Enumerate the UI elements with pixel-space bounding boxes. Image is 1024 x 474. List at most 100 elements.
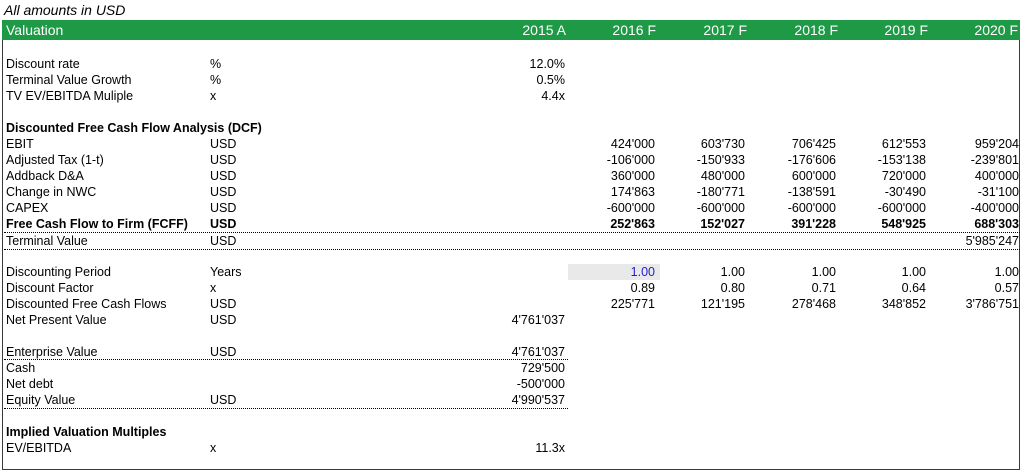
row-label: Addback D&A [6, 169, 84, 183]
row-label: CAPEX [6, 201, 49, 215]
cell[interactable]: 391'228 [791, 217, 836, 231]
row-unit: USD [210, 153, 237, 167]
cell[interactable]: -30'490 [884, 185, 926, 199]
cell[interactable]: 612'553 [881, 137, 926, 151]
row-unit: x [210, 89, 217, 103]
row-label: Free Cash Flow to Firm (FCFF) [6, 217, 188, 231]
cell[interactable]: -150'933 [696, 153, 745, 167]
cell[interactable]: 603'730 [700, 137, 745, 151]
cell[interactable]: -176'606 [787, 153, 836, 167]
col-header-2016[interactable]: 2016 F [612, 22, 656, 38]
row-label: EBIT [6, 137, 34, 151]
valuation-header: Valuation 2015 A 2016 F 2017 F 2018 F 20… [2, 20, 1020, 40]
cell[interactable]: 0.71 [811, 281, 836, 295]
cell[interactable]: 1.00 [811, 265, 836, 279]
section-heading: Implied Valuation Multiples [6, 425, 167, 439]
row-unit: USD [210, 137, 237, 151]
cell[interactable]: 480'000 [700, 169, 745, 183]
row-unit: x [210, 441, 217, 455]
cell[interactable]: 4'990'537 [511, 393, 565, 407]
tv-multiple-cell[interactable]: 4.4x [541, 89, 565, 103]
cell[interactable]: 1.00 [901, 265, 926, 279]
cell[interactable]: -600'000 [606, 201, 655, 215]
col-header-2015[interactable]: 2015 A [522, 22, 566, 38]
col-header-2018[interactable]: 2018 F [794, 22, 838, 38]
cell[interactable]: -31'100 [977, 185, 1019, 199]
cell[interactable]: -106'000 [606, 153, 655, 167]
terminal-value-row: Terminal Value USD 5'985'247 [0, 233, 1024, 249]
cell[interactable]: 174'863 [610, 185, 655, 199]
cell[interactable]: 0.57 [994, 281, 1019, 295]
cell[interactable]: 152'027 [700, 217, 745, 231]
cell[interactable]: -138'591 [787, 185, 836, 199]
cell[interactable]: -153'138 [877, 153, 926, 167]
cell[interactable]: 729'500 [520, 361, 565, 375]
terminal-value-cell[interactable]: 5'985'247 [965, 234, 1019, 248]
cell[interactable]: -180'771 [696, 185, 745, 199]
row-unit: USD [210, 313, 237, 327]
cell[interactable]: -600'000 [696, 201, 745, 215]
row-label: Terminal Value [6, 234, 88, 248]
cell[interactable]: 548'925 [881, 217, 926, 231]
cell[interactable]: -500'000 [516, 377, 565, 391]
row-label: Terminal Value Growth [6, 73, 132, 87]
row-label: Discount Factor [6, 281, 94, 295]
cell[interactable]: 720'000 [881, 169, 926, 183]
row-label: Change in NWC [6, 185, 97, 199]
table-row: Adjusted Tax (1-t) USD -106'000 -150'933… [0, 152, 1024, 168]
row-unit: USD [210, 185, 237, 199]
cell[interactable]: 0.89 [630, 281, 655, 295]
row-label: EV/EBITDA [6, 441, 72, 455]
table-row: Change in NWC USD 174'863 -180'771 -138'… [0, 184, 1024, 200]
cell[interactable]: 400'000 [974, 169, 1019, 183]
cell[interactable]: 0.64 [901, 281, 926, 295]
cell[interactable]: 252'863 [610, 217, 655, 231]
cell[interactable]: 3'786'751 [965, 297, 1019, 311]
cell[interactable]: 348'852 [881, 297, 926, 311]
row-unit: USD [210, 217, 237, 231]
divider [4, 249, 1020, 250]
cell[interactable]: 959'204 [974, 137, 1019, 151]
sheet-title: Valuation [6, 22, 64, 38]
row-label: Enterprise Value [6, 345, 98, 359]
cell[interactable]: 360'000 [610, 169, 655, 183]
fcff-row: Free Cash Flow to Firm (FCFF) USD 252'86… [0, 216, 1024, 232]
ev-ebitda-cell[interactable]: 11.3x [535, 441, 565, 455]
col-header-2019[interactable]: 2019 F [884, 22, 928, 38]
cell[interactable]: 121'195 [700, 297, 745, 311]
divider [4, 359, 568, 360]
col-header-2020[interactable]: 2020 F [974, 22, 1018, 38]
currency-note: All amounts in USD [4, 2, 126, 18]
cell[interactable]: 0.80 [720, 281, 745, 295]
row-unit: Years [210, 265, 242, 279]
row-unit: USD [210, 234, 237, 248]
row-label: Net Present Value [6, 313, 107, 327]
npv-cell[interactable]: 4'761'037 [511, 313, 565, 327]
cell[interactable]: 1.00 [720, 265, 745, 279]
table-row: Discount Factor x 0.89 0.80 0.71 0.64 0.… [0, 280, 1024, 296]
cell[interactable]: 4'761'037 [511, 345, 565, 359]
cell[interactable]: -400'000 [970, 201, 1019, 215]
cell[interactable]: 225'771 [610, 297, 655, 311]
section-heading: Discounted Free Cash Flow Analysis (DCF) [6, 121, 262, 135]
terminal-growth-cell[interactable]: 0.5% [536, 73, 566, 87]
cell[interactable]: 1.00 [994, 265, 1019, 279]
selected-cell[interactable]: 1.00 [630, 265, 655, 279]
cell[interactable]: -600'000 [787, 201, 836, 215]
cell[interactable]: 600'000 [791, 169, 836, 183]
cell[interactable]: 688'303 [974, 217, 1019, 231]
divider [4, 408, 568, 409]
cell[interactable]: 706'425 [791, 137, 836, 151]
row-label: Net debt [6, 377, 54, 391]
row-label: Discounted Free Cash Flows [6, 297, 167, 311]
dcf-heading-row: Discounted Free Cash Flow Analysis (DCF) [0, 120, 1024, 136]
cell[interactable]: 278'468 [791, 297, 836, 311]
cell[interactable]: 424'000 [610, 137, 655, 151]
bridge-row: Equity Value USD 4'990'537 [0, 392, 1024, 408]
selected-cell-highlight [568, 264, 660, 280]
discount-rate-cell[interactable]: 12.0% [529, 57, 565, 71]
cell[interactable]: -600'000 [877, 201, 926, 215]
bridge-row: Cash 729'500 [0, 360, 1024, 376]
cell[interactable]: -239'801 [970, 153, 1019, 167]
col-header-2017[interactable]: 2017 F [703, 22, 747, 38]
